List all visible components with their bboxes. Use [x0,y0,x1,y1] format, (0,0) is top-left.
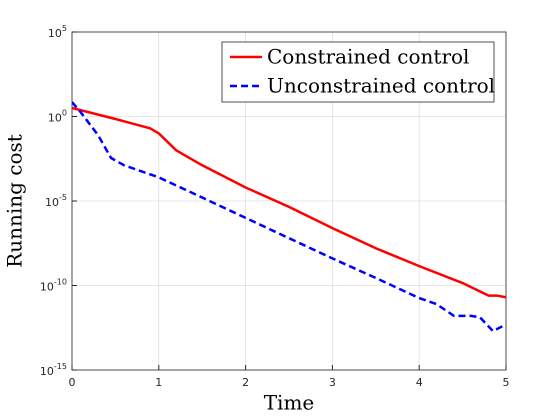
y-axis-label: Running cost [3,134,27,268]
line-series [72,106,506,299]
y-tick-label: 10-5 [45,193,67,210]
legend-label: Constrained control [267,45,469,69]
y-tick-label: 105 [48,24,67,41]
axes-box [71,31,507,371]
x-tick-label: 0 [69,376,76,389]
x-tick-label: 1 [155,376,162,389]
y-tick-label: 10-10 [40,277,67,294]
y-tick-label: 100 [48,108,67,125]
x-axis-label: Time [264,391,315,415]
y-tick-label: 10-15 [40,362,67,379]
legend-box [221,41,495,103]
x-tick-label: 3 [329,376,336,389]
legend-label: Unconstrained control [267,74,495,98]
x-tick-label: 4 [416,376,423,389]
x-tick-label: 2 [242,376,249,389]
x-tick-label: 5 [503,376,510,389]
line-series [72,101,506,333]
